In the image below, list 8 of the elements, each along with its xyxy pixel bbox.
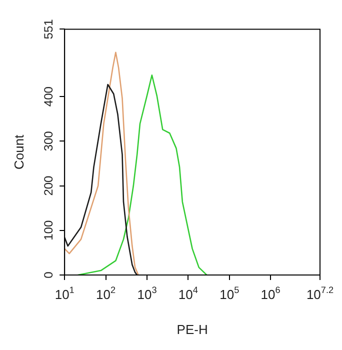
- x-axis-title: PE-H: [176, 322, 208, 337]
- y-tick-label: 0: [42, 271, 56, 278]
- y-tick-label: 551: [42, 18, 56, 40]
- y-tick-label: 100: [42, 220, 56, 240]
- y-tick-label: 300: [42, 130, 56, 152]
- y-axis-title: Count: [11, 134, 26, 170]
- y-tick-label: 200: [42, 175, 56, 196]
- y-tick-label: 400: [42, 86, 56, 107]
